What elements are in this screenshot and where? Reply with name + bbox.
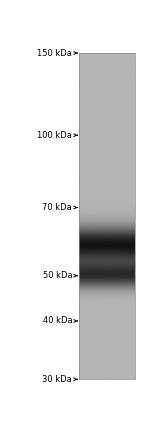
Text: 100 kDa: 100 kDa [37,131,72,140]
Text: 40 kDa: 40 kDa [43,316,72,325]
Text: 50 kDa: 50 kDa [43,271,72,280]
Text: 150 kDa: 150 kDa [37,48,72,57]
Text: www.PTGLAB.COM: www.PTGLAB.COM [100,207,109,277]
Text: 30 kDa: 30 kDa [42,375,72,384]
Text: 70 kDa: 70 kDa [42,203,72,212]
